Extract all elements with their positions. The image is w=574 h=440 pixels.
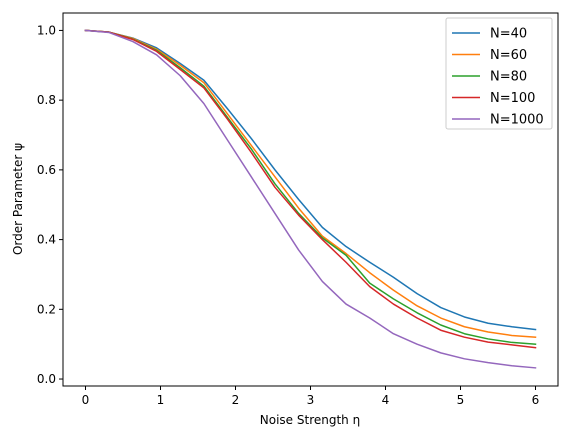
legend-label: N=60 <box>490 48 527 63</box>
series-layer <box>84 29 537 369</box>
legend: N=40 N=60 N=80 N=100 N=1000 <box>445 17 553 130</box>
x-tick-label: 4 <box>382 393 390 407</box>
x-axis-label: Noise Strength η <box>260 413 360 427</box>
legend-frame <box>445 17 553 130</box>
series-line-n60 <box>84 29 537 339</box>
series-line-n40 <box>84 29 537 331</box>
y-axis-label: Order Parameter ψ <box>11 143 25 255</box>
legend-label: N=1000 <box>490 113 544 128</box>
x-axis: 0 1 2 3 4 5 6 <box>82 386 540 407</box>
x-tick-label: 3 <box>307 393 315 407</box>
x-tick-label: 2 <box>232 393 240 407</box>
x-tick-label: 1 <box>157 393 165 407</box>
y-tick-label: 0.2 <box>37 302 56 316</box>
legend-label: N=80 <box>490 70 527 85</box>
y-tick-label: 0.6 <box>37 163 56 177</box>
y-tick-label: 0.0 <box>37 372 56 386</box>
y-tick-label: 0.4 <box>37 233 56 247</box>
series-line-n80 <box>84 29 537 345</box>
series-line-n100 <box>84 29 537 349</box>
x-tick-label: 5 <box>457 393 465 407</box>
y-axis: 0.0 0.2 0.4 0.6 0.8 1.0 <box>37 23 63 386</box>
x-tick-label: 0 <box>82 393 90 407</box>
legend-label: N=40 <box>490 27 527 42</box>
y-tick-label: 1.0 <box>37 23 56 37</box>
y-tick-label: 0.8 <box>37 93 56 107</box>
series-line-n1000 <box>84 29 537 369</box>
x-tick-label: 6 <box>532 393 540 407</box>
legend-label: N=100 <box>490 91 535 106</box>
